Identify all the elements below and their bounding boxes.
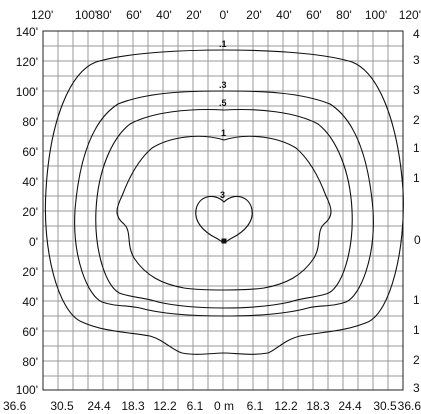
right-axis-tick-label: 1 xyxy=(413,171,420,185)
contour-label: .5 xyxy=(219,98,227,108)
top-axis-tick-label: 20' xyxy=(186,8,202,22)
contour-line-0.3 xyxy=(74,90,374,317)
bottom-axis-tick-label: 36.6 xyxy=(3,399,27,413)
left-axis-tick-label: 80' xyxy=(22,355,38,369)
top-axis-tick-label: 100' xyxy=(75,8,97,22)
left-axis-tick-label: 40' xyxy=(22,175,38,189)
contour-label: 1 xyxy=(221,128,226,138)
bottom-axis-tick-label: 12.2 xyxy=(153,399,177,413)
bottom-axis-tick-label: 12.2 xyxy=(274,399,298,413)
contour-line-3 xyxy=(195,195,253,244)
luminaire-location-marker xyxy=(221,238,227,244)
bottom-axis-tick-label: 36.6 xyxy=(398,399,421,413)
contour-line-0.5 xyxy=(95,108,353,309)
top-axis-tick-label: 60' xyxy=(126,8,142,22)
bottom-axis-tick-label: 24.4 xyxy=(338,399,362,413)
right-axis-tick-label: 0 xyxy=(414,233,421,247)
left-axis-tick-label: 40' xyxy=(22,295,38,309)
right-axis-tick-label: 3 xyxy=(413,53,420,67)
right-axis-tick-label: 3 xyxy=(413,83,420,97)
contour-label: .1 xyxy=(219,39,227,49)
top-axis-tick-label: 100' xyxy=(365,8,387,22)
left-axis-tick-label: 60' xyxy=(22,145,38,159)
left-axis-tick-label: 140' xyxy=(16,25,38,39)
bottom-axis-tick-label: 24.4 xyxy=(87,399,111,413)
contour-line-0.1 xyxy=(44,49,404,355)
left-axis-tick-label: 80' xyxy=(22,115,38,129)
top-axis-tick-label: 120' xyxy=(31,8,53,22)
top-axis-tick-label: 120' xyxy=(399,8,421,22)
top-axis-tick-label: 20' xyxy=(246,8,262,22)
top-axis-tick-label: 80' xyxy=(336,8,352,22)
right-axis-tick-label: 1 xyxy=(413,293,420,307)
right-axis-tick-label: 1 xyxy=(413,323,420,337)
left-axis-tick-label: 100' xyxy=(16,383,38,397)
left-axis-tick-label: 20' xyxy=(22,265,38,279)
contour-label: .3 xyxy=(219,80,227,90)
bottom-axis-tick-label: 30.5 xyxy=(50,399,74,413)
left-axis-tick-label: 20' xyxy=(22,205,38,219)
left-axis-tick-label: 100' xyxy=(16,85,38,99)
top-axis-tick-label: 40' xyxy=(276,8,292,22)
left-axis-tick-label: 120' xyxy=(16,55,38,69)
top-axis-tick-label: 0' xyxy=(220,8,229,22)
bottom-axis-tick-label: 30.5 xyxy=(373,399,397,413)
bottom-axis-tick-label: 18.3 xyxy=(121,399,145,413)
left-axis-tick-label: 60' xyxy=(22,325,38,339)
bottom-axis-tick-label: 0 m xyxy=(214,399,234,413)
bottom-axis-tick-label: 6.1 xyxy=(247,399,264,413)
bottom-axis-tick-label: 18.3 xyxy=(306,399,330,413)
right-axis-tick-label: 4 xyxy=(413,27,420,41)
right-axis-tick-label: 3 xyxy=(413,381,420,395)
top-axis-tick-label: 60' xyxy=(306,8,322,22)
right-axis-tick-label: 1 xyxy=(413,141,420,155)
left-axis-tick-label: 0' xyxy=(29,235,38,249)
contour-line-1 xyxy=(116,135,332,291)
bottom-axis-tick-label: 6.1 xyxy=(187,399,204,413)
top-axis-tick-label: 40' xyxy=(156,8,172,22)
top-axis-tick-label: 80' xyxy=(96,8,112,22)
contour-label: 3 xyxy=(220,190,225,200)
right-axis-tick-label: 2 xyxy=(413,113,420,127)
right-axis-tick-label: 2 xyxy=(413,353,420,367)
